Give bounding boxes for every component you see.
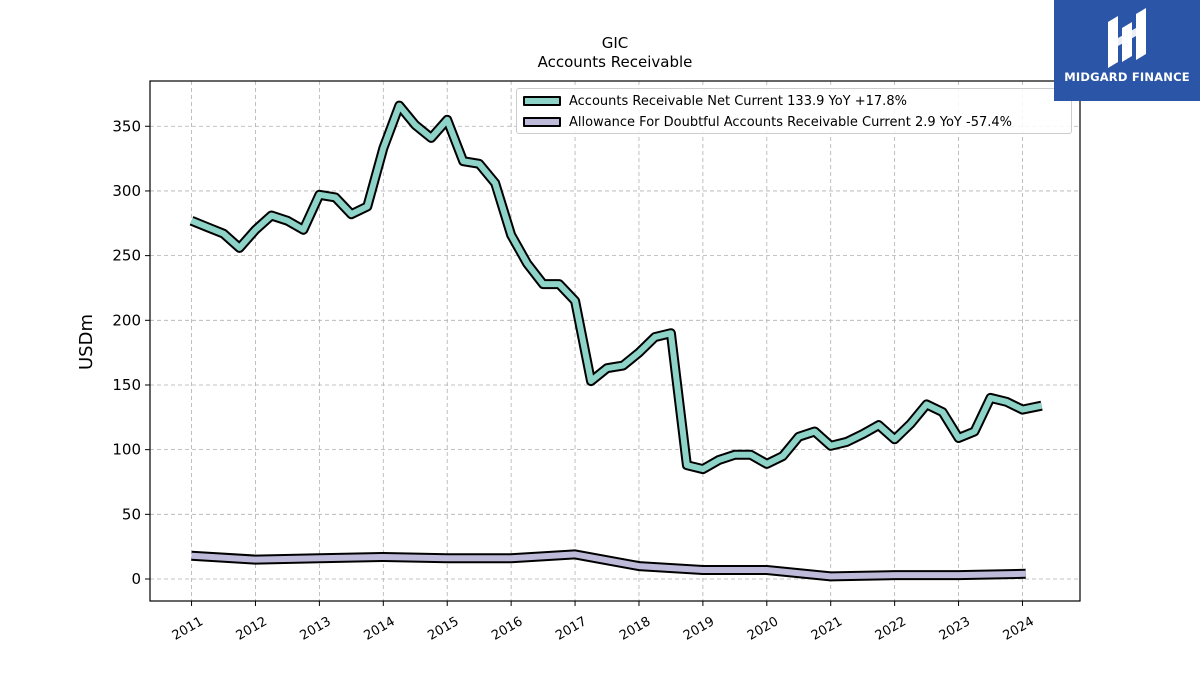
x-tick-label: 2021 xyxy=(809,614,845,644)
logo-text: MIDGARD FINANCE xyxy=(1064,70,1190,84)
series-layer xyxy=(189,100,1043,582)
x-tick-label: 2015 xyxy=(425,614,461,644)
x-tick-label: 2017 xyxy=(553,614,589,644)
legend-item-net-current: Accounts Receivable Net Current 133.9 Yo… xyxy=(523,92,907,110)
series-line-allowance xyxy=(191,551,1026,580)
x-tick-label: 2023 xyxy=(937,614,973,644)
axes xyxy=(145,80,1081,606)
legend-label-net-current: Accounts Receivable Net Current 133.9 Yo… xyxy=(569,93,907,109)
x-tick-label: 2018 xyxy=(617,614,653,644)
y-tick-label: 300 xyxy=(112,182,141,200)
y-tick-label: 200 xyxy=(112,311,141,329)
y-tick-label: 250 xyxy=(112,247,141,265)
legend-swatch-allowance xyxy=(523,117,561,127)
chart-subtitle: Accounts Receivable xyxy=(538,53,693,71)
y-axis-label: USDm xyxy=(76,314,97,370)
legend: Accounts Receivable Net Current 133.9 Yo… xyxy=(516,88,1072,134)
legend-item-allowance: Allowance For Doubtful Accounts Receivab… xyxy=(523,113,1012,131)
x-tick-label: 2013 xyxy=(298,614,334,644)
x-tick-label: 2019 xyxy=(681,614,717,644)
y-tick-label: 350 xyxy=(112,117,141,135)
x-tick-label: 2011 xyxy=(170,614,206,644)
chart-title: GIC xyxy=(602,34,629,52)
x-tick-label: 2016 xyxy=(489,614,525,644)
grid-lines xyxy=(150,81,1080,601)
tick-labels: 0 50 100 150 200 250 300 350 2011 2012 2013 2014 201… xyxy=(112,117,1036,643)
x-tick-label: 2022 xyxy=(873,614,909,644)
legend-label-allowance: Allowance For Doubtful Accounts Receivab… xyxy=(569,114,1012,130)
midgard-logo-icon xyxy=(1108,8,1146,68)
midgard-finance-logo: MIDGARD FINANCE xyxy=(1054,0,1200,101)
y-tick-label: 100 xyxy=(112,441,141,459)
y-tick-label: 150 xyxy=(112,376,141,394)
x-tick-label: 2020 xyxy=(745,614,781,644)
legend-swatch-net-current xyxy=(523,96,561,106)
x-tick-label: 2024 xyxy=(1001,614,1037,644)
x-tick-label: 2012 xyxy=(234,614,270,644)
x-tick-label: 2014 xyxy=(361,614,397,644)
series-line-net-current xyxy=(190,102,1043,473)
y-tick-label: 50 xyxy=(122,505,141,523)
y-tick-label: 0 xyxy=(131,570,141,588)
plot-frame xyxy=(149,80,1081,602)
